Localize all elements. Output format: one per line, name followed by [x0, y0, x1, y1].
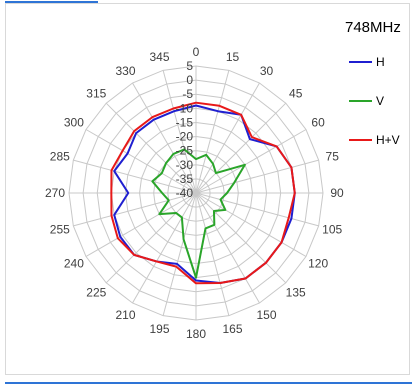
grid-spoke-10 [195, 192, 260, 304]
chart-title: 748MHz [345, 19, 401, 36]
angle-label: 15 [226, 50, 240, 64]
radial-label: -20 [176, 130, 194, 144]
legend-label: H [376, 55, 385, 69]
grid-spoke-23 [162, 70, 197, 194]
angle-label: 75 [326, 150, 340, 164]
angle-label: 285 [50, 150, 70, 164]
grid-spoke-8 [195, 192, 307, 257]
grid-spoke-21 [105, 102, 197, 194]
radial-label: -10 [176, 101, 194, 115]
angle-label: 165 [222, 322, 242, 336]
radial-labels: 50-5-10-15-20-25-30-35-40 [176, 59, 194, 200]
angle-label: 330 [115, 64, 135, 78]
radial-label: -15 [176, 115, 194, 129]
grid-spoke-13 [162, 192, 197, 316]
grid-spoke-7 [195, 192, 319, 227]
angle-label: 45 [289, 86, 303, 100]
radial-label: -5 [182, 87, 193, 101]
grid-spoke-1 [195, 70, 230, 194]
angle-label: 270 [45, 186, 65, 200]
angle-label: 300 [64, 116, 84, 130]
angle-label: 0 [193, 45, 200, 59]
top-accent-line [5, 1, 98, 3]
angle-label: 315 [86, 86, 106, 100]
radial-label: 5 [186, 59, 193, 73]
polar-grid [68, 65, 324, 321]
grid-spoke-3 [195, 102, 287, 194]
grid-spoke-2 [195, 82, 260, 194]
grid-spoke-15 [105, 192, 197, 284]
bottom-rule [5, 382, 412, 384]
angle-label: 195 [149, 322, 169, 336]
series-line-h-v [110, 101, 296, 285]
grid-spoke-16 [85, 192, 197, 257]
angle-label: 255 [50, 222, 70, 236]
angle-label: 225 [86, 286, 106, 300]
angle-label: 105 [322, 222, 342, 236]
angle-label: 120 [308, 257, 328, 271]
angle-label: 345 [149, 50, 169, 64]
angle-label: 135 [286, 286, 306, 300]
angle-label: 90 [330, 186, 344, 200]
radial-label: 0 [186, 73, 193, 87]
radial-label: -25 [176, 144, 194, 158]
grid-spoke-14 [132, 192, 197, 304]
grid-spoke-5 [195, 159, 319, 194]
grid-spoke-22 [132, 82, 197, 194]
angle-labels: 0 15 30 45 60 75 90 105 120 135 150 165 180 195 210 225… [45, 45, 344, 341]
grid-spoke-11 [195, 192, 230, 316]
series-line-v [151, 148, 246, 279]
grid-spoke-19 [73, 159, 197, 194]
legend-label: V [376, 94, 384, 108]
angle-label: 240 [64, 257, 84, 271]
angle-label: 210 [115, 308, 135, 322]
grid-spoke-4 [195, 129, 307, 194]
angle-label: 30 [260, 64, 274, 78]
angle-label: 180 [186, 327, 206, 341]
plot-area-border [5, 3, 410, 375]
series-layer [110, 101, 296, 285]
grid-spoke-17 [73, 192, 197, 227]
radial-label: -40 [176, 186, 194, 200]
angle-label: 60 [311, 116, 325, 130]
grid-spoke-9 [195, 192, 287, 284]
angle-label: 150 [256, 308, 276, 322]
legend: H V H+V [349, 55, 400, 147]
legend-label: H+V [376, 133, 400, 147]
radial-label: -35 [176, 172, 194, 186]
grid-spoke-20 [85, 129, 197, 194]
radial-label: -30 [176, 158, 194, 172]
